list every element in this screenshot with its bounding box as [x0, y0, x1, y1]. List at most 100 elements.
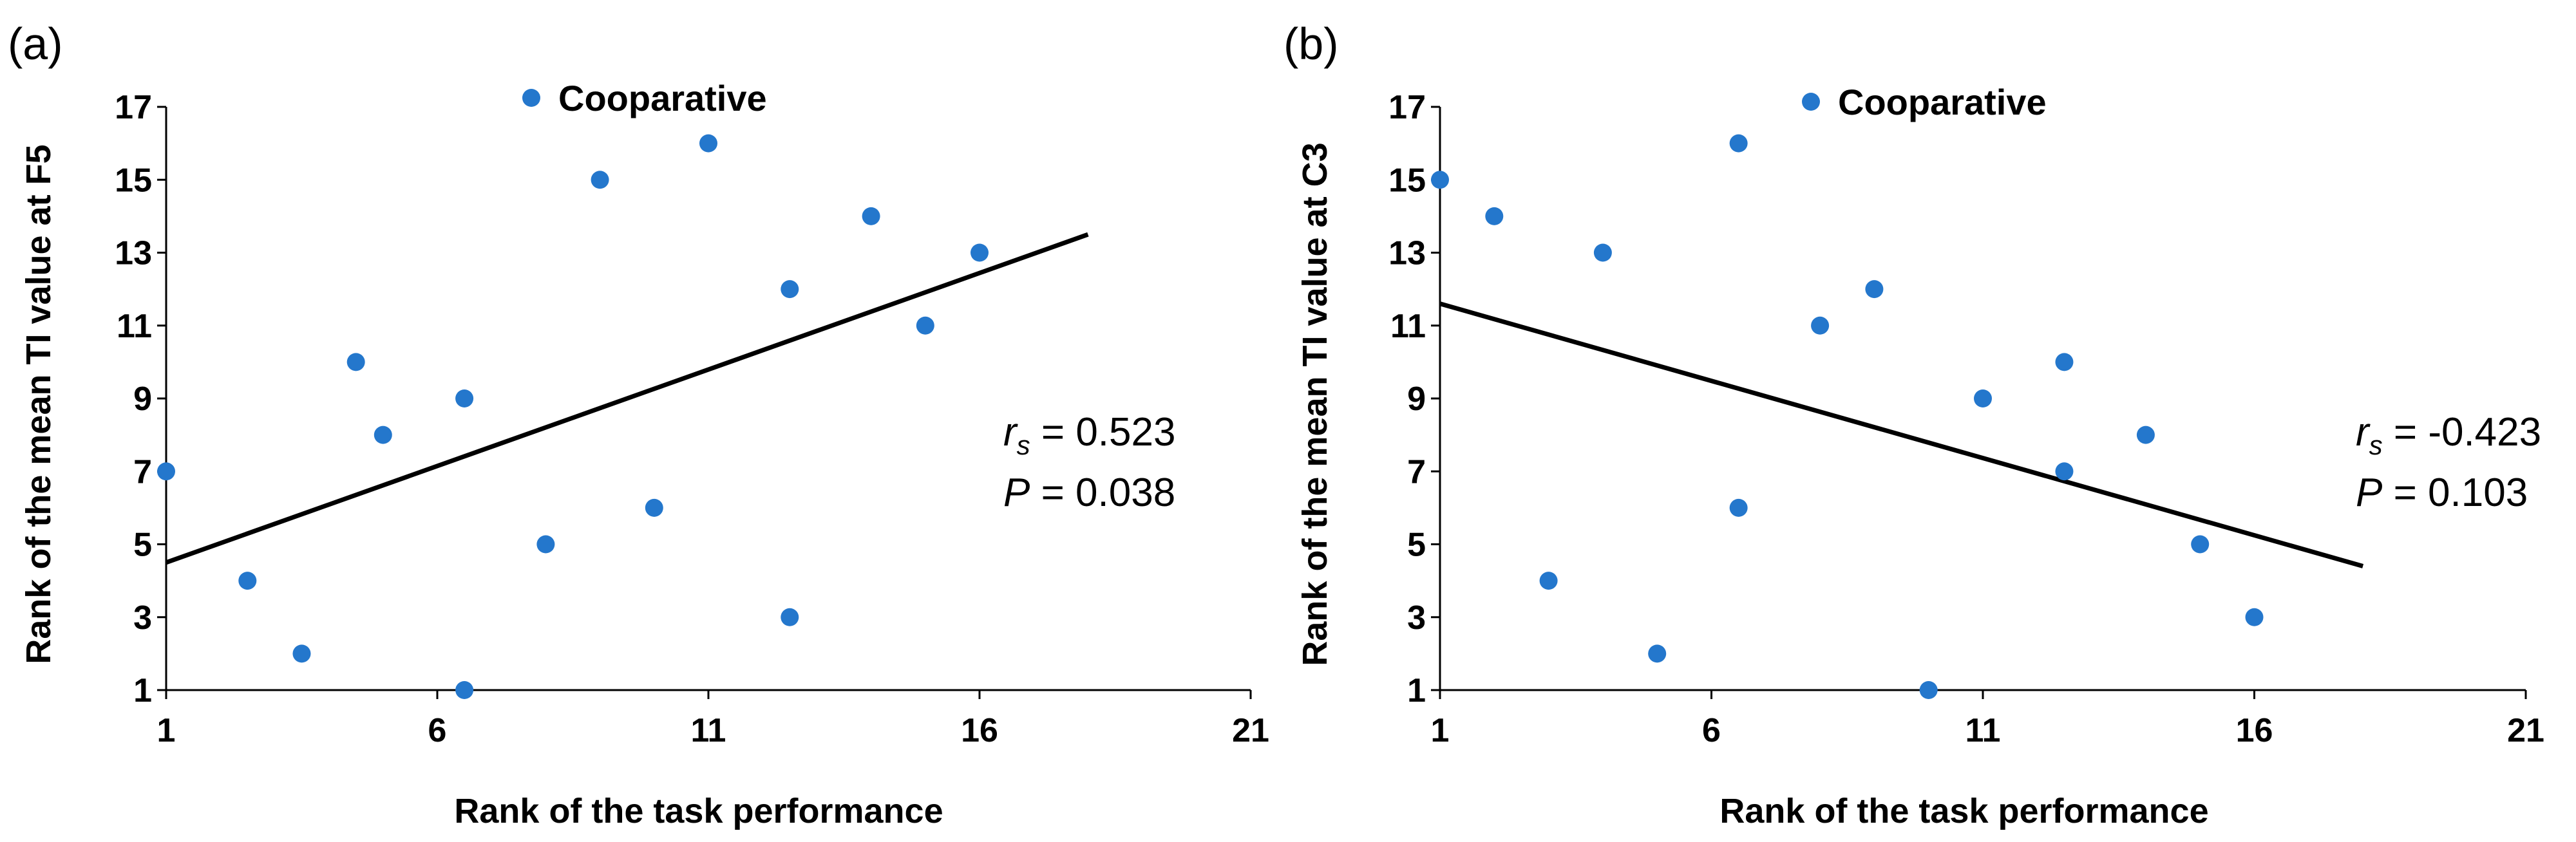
- data-point: [238, 572, 257, 590]
- panel-label: (b): [1283, 19, 1339, 69]
- x-axis-title: Rank of the task performance: [454, 792, 943, 830]
- y-tick-labels: 1 3 5 7 9 11 13 15 17: [115, 89, 152, 709]
- panel-label: (a): [8, 19, 63, 69]
- x-tick-label: 6: [1702, 712, 1721, 749]
- y-tick-label: 11: [1390, 308, 1426, 345]
- legend-label: Cooparative: [558, 78, 767, 118]
- data-point: [2245, 608, 2264, 626]
- correlation-coefficient: rs = 0.523: [1003, 410, 1175, 460]
- x-tick-label: 1: [157, 712, 176, 749]
- x-tick-labels: 1 6 11 16 21: [157, 712, 1269, 749]
- y-tick-label: 13: [115, 235, 152, 272]
- data-point: [346, 353, 365, 371]
- correlation-annotation: rs = 0.523 P = 0.038: [1003, 410, 1175, 515]
- data-point: [1919, 681, 1938, 699]
- trendline: [165, 232, 1089, 565]
- data-point: [1648, 644, 1667, 663]
- y-tick-label: 17: [115, 89, 152, 126]
- legend-marker: [1802, 93, 1820, 111]
- data-point: [1729, 498, 1748, 517]
- data-point: [971, 243, 989, 262]
- x-tick-label: 21: [1232, 712, 1269, 749]
- data-point: [699, 134, 717, 153]
- data-point: [455, 681, 474, 699]
- x-axis-title: Rank of the task performance: [1719, 792, 2208, 830]
- legend: Cooparative: [522, 78, 767, 118]
- p-value: P = 0.103: [2356, 471, 2528, 515]
- y-tick-label: 3: [1407, 599, 1426, 637]
- y-tick-label: 13: [1388, 235, 1426, 272]
- y-axis-title: Rank of the mean TI value at C3: [1296, 142, 1334, 666]
- p-value-number: = 0.038: [1030, 471, 1175, 515]
- correlation-annotation: rs = -0.423 P = 0.103: [2356, 410, 2541, 515]
- r-symbol: r: [2356, 410, 2371, 454]
- data-point: [536, 535, 555, 554]
- x-tick-label: 6: [428, 712, 447, 749]
- r-subscript: s: [2369, 430, 2383, 460]
- y-tick-label: 9: [1407, 380, 1426, 418]
- x-tick-labels: 1 6 11 16 21: [1431, 712, 2544, 749]
- data-point: [455, 389, 474, 407]
- trendline-group: [165, 232, 1089, 565]
- p-symbol: P: [2356, 471, 2382, 515]
- data-point: [2055, 353, 2074, 371]
- x-tick-label: 1: [1431, 712, 1450, 749]
- data-point: [862, 207, 880, 225]
- r-value: = -0.423: [2383, 410, 2541, 454]
- y-tick-label: 5: [133, 527, 152, 564]
- data-point: [374, 426, 392, 444]
- y-tick-label: 5: [1407, 527, 1426, 564]
- legend-marker: [522, 89, 540, 107]
- r-subscript: s: [1017, 430, 1030, 460]
- data-point: [1811, 316, 1830, 335]
- axes: [157, 106, 1252, 699]
- y-tick-label: 11: [117, 308, 152, 345]
- data-point: [645, 498, 663, 517]
- data-point: [591, 171, 609, 189]
- data-point: [157, 462, 175, 481]
- y-tick-label: 3: [133, 599, 152, 637]
- p-value: P = 0.038: [1003, 471, 1175, 515]
- data-point: [781, 280, 799, 299]
- y-tick-label: 7: [1407, 453, 1426, 491]
- data-point: [1974, 389, 1992, 407]
- x-tick-label: 16: [2236, 712, 2273, 749]
- axes: [1431, 106, 2527, 699]
- data-point: [2055, 462, 2074, 481]
- y-tick-labels: 1 3 5 7 9 11 13 15 17: [1388, 89, 1426, 709]
- y-tick-label: 7: [133, 453, 152, 491]
- y-tick-label: 9: [133, 380, 152, 418]
- p-value-number: = 0.103: [2382, 471, 2528, 515]
- data-point: [916, 316, 934, 335]
- y-tick-label: 1: [133, 672, 152, 709]
- data-point: [781, 608, 799, 626]
- data-point: [2136, 426, 2155, 444]
- data-point: [1865, 280, 1884, 299]
- y-tick-label: 15: [1388, 162, 1426, 199]
- data-point: [1485, 207, 1504, 225]
- data-point: [292, 644, 311, 663]
- y-axis-title-text: Rank of the mean TI value at F5: [19, 144, 58, 664]
- legend: Cooparative: [1802, 82, 2047, 122]
- r-value: = 0.523: [1030, 410, 1176, 454]
- data-point: [1593, 243, 1612, 262]
- legend-label: Cooparative: [1838, 82, 2047, 122]
- data-points: [157, 134, 989, 699]
- data-point: [1539, 572, 1558, 590]
- y-tick-label: 15: [115, 162, 152, 199]
- x-tick-label: 16: [961, 712, 998, 749]
- y-tick-label: 1: [1407, 672, 1426, 709]
- data-point: [1431, 171, 1449, 189]
- x-tick-label: 21: [2507, 712, 2544, 749]
- data-points: [1431, 134, 2264, 699]
- chart-panel-b: (b) Rank of the mean TI value at C3 Rank…: [1283, 19, 2544, 830]
- data-point: [2191, 535, 2210, 554]
- x-tick-label: 11: [691, 712, 726, 749]
- trendline-group: [1439, 301, 2364, 568]
- chart-panel-a: (a) Rank of the mean TI value at F5 Rank…: [8, 19, 1269, 830]
- y-tick-label: 17: [1388, 89, 1426, 126]
- data-point: [1729, 134, 1748, 153]
- y-axis-title: Rank of the mean TI value at F5: [19, 144, 58, 664]
- y-axis-title-text: Rank of the mean TI value at C3: [1296, 142, 1334, 666]
